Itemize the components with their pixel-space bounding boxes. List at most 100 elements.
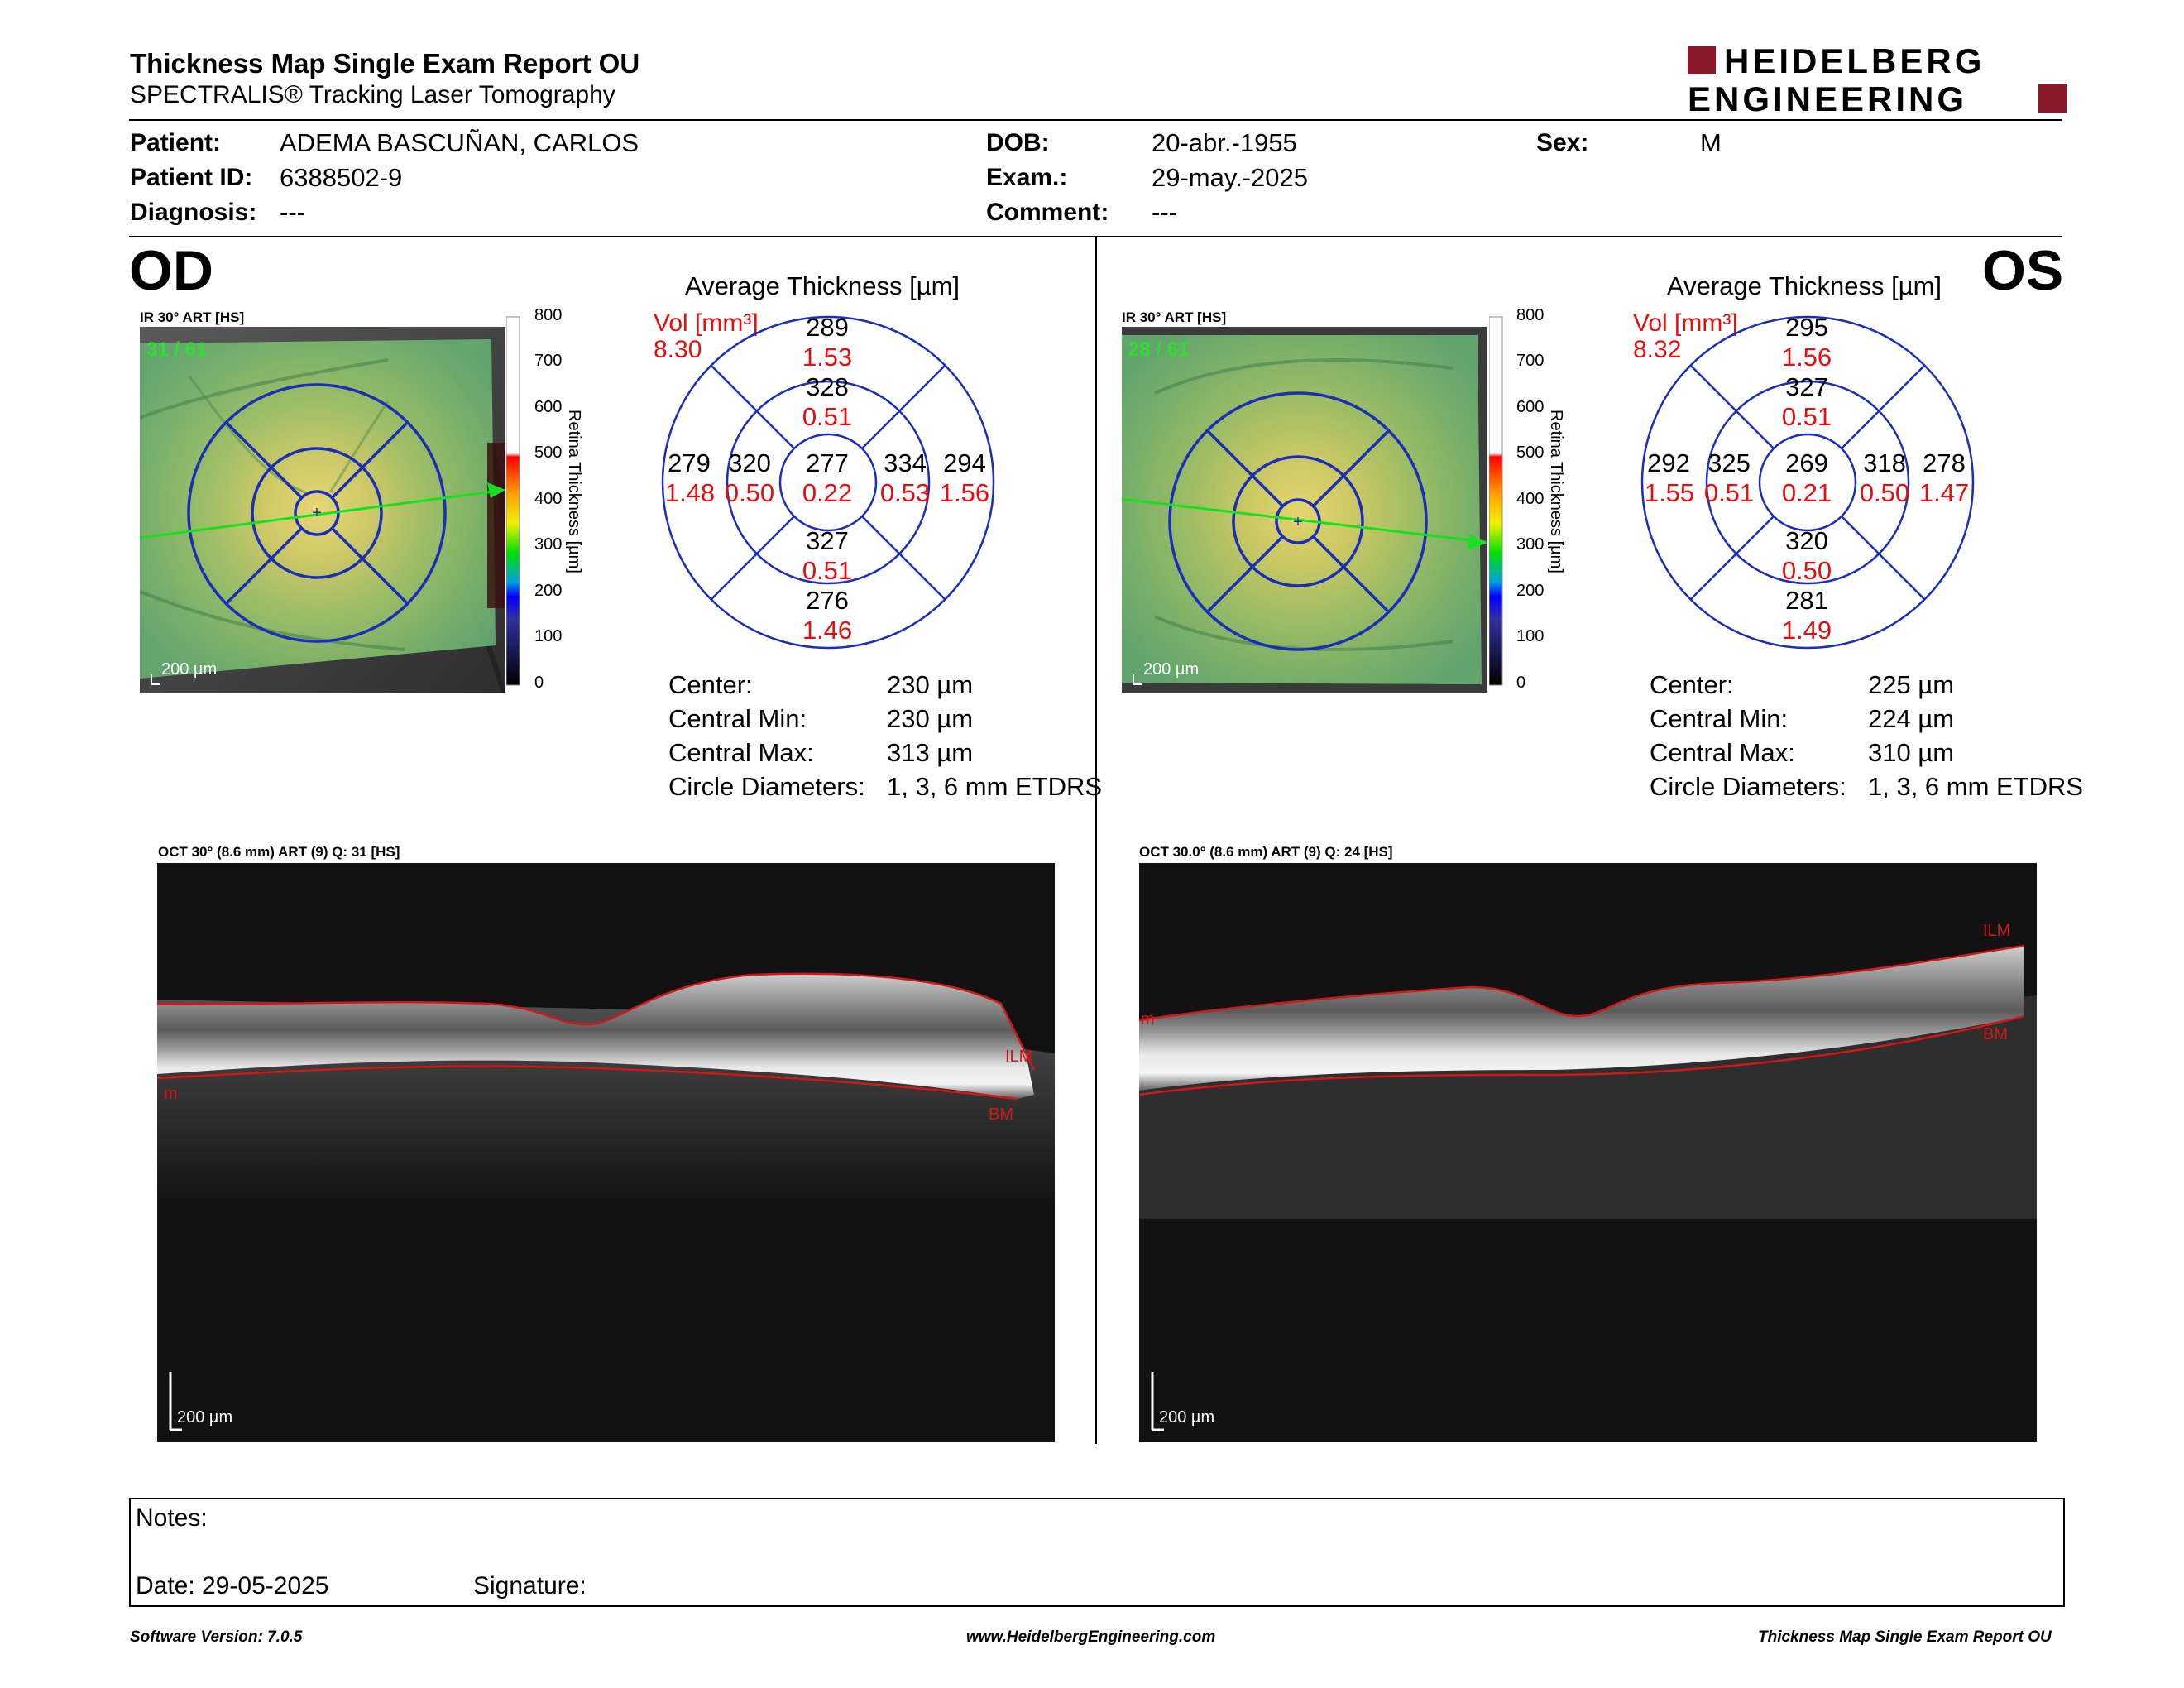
os-oct-m-label: m: [1141, 1010, 1155, 1029]
os-max-value: 310 µm: [1868, 738, 1955, 767]
os-outer-left-vol: 1.55: [1644, 478, 1695, 507]
od-max-label: Central Max:: [668, 738, 814, 767]
os-oct-ilm-label: ILM: [1983, 922, 2010, 940]
notes-label: Notes:: [136, 1504, 208, 1532]
od-colorbar: [505, 313, 606, 706]
patient-id-label: Patient ID:: [130, 164, 253, 191]
os-outer-right-thickness: 278: [1923, 448, 1966, 477]
od-outer-sup-thickness: 289: [806, 313, 849, 342]
os-cbar-tick: 300: [1516, 535, 1545, 554]
od-inner-inf-vol: 0.51: [802, 556, 853, 585]
website-link: www.HeidelbergEngineering.com: [966, 1628, 1216, 1646]
os-fundus-label: IR 30° ART [HS]: [1122, 309, 1227, 325]
od-oct-bscan: ILM BM m 200 µm: [157, 863, 1055, 1442]
od-inner-left-vol: 0.50: [724, 478, 775, 507]
date-label: Date: 29-05-2025: [136, 1572, 329, 1599]
od-cbar-tick: 400: [534, 490, 563, 508]
os-fundus-quality: 28 / 61: [1128, 338, 1189, 361]
od-outer-left-vol: 1.48: [664, 478, 716, 507]
od-cbar-tick: 300: [534, 535, 563, 554]
os-cbar-tick: 400: [1516, 490, 1545, 508]
os-center-thickness: 269: [1785, 448, 1828, 477]
patient-name: ADEMA BASCUÑAN, CARLOS: [280, 128, 639, 157]
od-diam-label: Circle Diameters:: [668, 772, 865, 801]
od-center-value: 230 µm: [887, 670, 974, 699]
os-outer-inf-vol: 1.49: [1781, 616, 1832, 645]
od-etdrs-grid: [659, 313, 998, 656]
footer-report-title: Thickness Map Single Exam Report OU: [1758, 1628, 2052, 1646]
od-vol-value: 8.30: [654, 336, 702, 363]
os-inner-sup-thickness: 327: [1785, 372, 1828, 401]
od-fundus-image: + 31 / 61 200 µm: [140, 327, 505, 693]
od-min-value: 230 µm: [887, 704, 974, 733]
os-oct-bm-label: BM: [1983, 1025, 2008, 1043]
os-cbar-tick: 500: [1516, 444, 1545, 462]
od-center-label: Center:: [668, 670, 753, 699]
os-cbar-axis-label: Retina Thickness [µm]: [1545, 410, 1569, 600]
os-diam-label: Circle Diameters:: [1650, 772, 1846, 801]
os-outer-inf-thickness: 281: [1785, 586, 1828, 615]
svg-text:+: +: [1293, 513, 1303, 531]
od-outer-inf-vol: 1.46: [802, 616, 853, 645]
od-cbar-tick: 700: [534, 352, 563, 370]
svg-text:ENGINEERING: ENGINEERING: [1688, 79, 1967, 117]
os-etdrs-grid: [1638, 313, 1977, 656]
od-cbar-tick: 0: [534, 674, 544, 692]
os-oct-scale: 200 µm: [1159, 1408, 1214, 1427]
od-oct-ilm-label: ILM: [1005, 1048, 1032, 1066]
os-inner-right-vol: 0.50: [1859, 478, 1910, 507]
svg-text:Retina Thickness [µm]: Retina Thickness [µm]: [1547, 410, 1565, 573]
os-outer-sup-thickness: 295: [1785, 313, 1828, 342]
od-inner-right-thickness: 334: [884, 448, 927, 477]
signature-label: Signature:: [473, 1572, 587, 1599]
os-max-label: Central Max:: [1650, 738, 1795, 767]
os-inner-right-thickness: 318: [1863, 448, 1906, 477]
os-inner-sup-vol: 0.51: [1781, 402, 1832, 431]
dob-value: 20-abr.-1955: [1152, 128, 1297, 157]
od-diam-value: 1, 3, 6 mm ETDRS: [887, 772, 1103, 801]
od-inner-inf-thickness: 327: [806, 526, 849, 555]
od-outer-sup-vol: 1.53: [802, 343, 853, 372]
od-inner-sup-thickness: 328: [806, 372, 849, 401]
os-colorbar: [1488, 313, 1588, 706]
od-avg-title: Average Thickness [µm]: [685, 271, 960, 300]
os-outer-right-vol: 1.47: [1918, 478, 1970, 507]
od-inner-right-vol: 0.53: [879, 478, 931, 507]
od-oct-scale: 200 µm: [177, 1408, 232, 1427]
os-min-value: 224 µm: [1868, 704, 1955, 733]
os-outer-sup-vol: 1.56: [1781, 343, 1832, 372]
os-min-label: Central Min:: [1650, 704, 1789, 733]
eye-divider: [1095, 237, 1097, 1444]
od-min-label: Central Min:: [668, 704, 807, 733]
os-diam-value: 1, 3, 6 mm ETDRS: [1868, 772, 2084, 801]
exam-label: Exam.:: [986, 164, 1068, 191]
svg-text:+: +: [312, 504, 322, 522]
sex-label: Sex:: [1536, 129, 1589, 156]
od-fundus-scale: 200 µm: [161, 660, 217, 679]
od-outer-inf-thickness: 276: [806, 586, 849, 615]
od-cbar-tick: 200: [534, 582, 563, 600]
od-cbar-tick: 600: [534, 398, 563, 416]
od-vol-label: Vol [mm³]: [654, 309, 759, 337]
os-cbar-tick: 800: [1516, 306, 1545, 324]
os-avg-title: Average Thickness [µm]: [1667, 271, 1942, 300]
notes-box: Notes: Date: 29-05-2025 Signature:: [129, 1498, 2065, 1607]
od-outer-right-thickness: 294: [943, 448, 986, 477]
os-cbar-tick: 100: [1516, 627, 1545, 645]
comment-label: Comment:: [986, 199, 1109, 226]
od-inner-left-thickness: 320: [728, 448, 771, 477]
software-version: Software Version: 7.0.5: [130, 1628, 303, 1646]
od-cbar-tick: 100: [534, 627, 563, 645]
os-center-vol: 0.21: [1781, 478, 1832, 507]
os-inner-inf-vol: 0.50: [1781, 556, 1832, 585]
report-subtitle: SPECTRALIS® Tracking Laser Tomography: [130, 81, 615, 108]
od-center-vol: 0.22: [802, 478, 853, 507]
os-oct-label: OCT 30.0° (8.6 mm) ART (9) Q: 24 [HS]: [1139, 844, 1393, 860]
od-cbar-tick: 800: [534, 306, 563, 324]
os-inner-inf-thickness: 320: [1785, 526, 1828, 555]
od-outer-right-vol: 1.56: [939, 478, 990, 507]
os-vol-label: Vol [mm³]: [1633, 309, 1738, 337]
report-title: Thickness Map Single Exam Report OU: [130, 48, 640, 79]
os-eye-label: OS: [1982, 239, 2064, 302]
od-outer-left-thickness: 279: [668, 448, 711, 477]
